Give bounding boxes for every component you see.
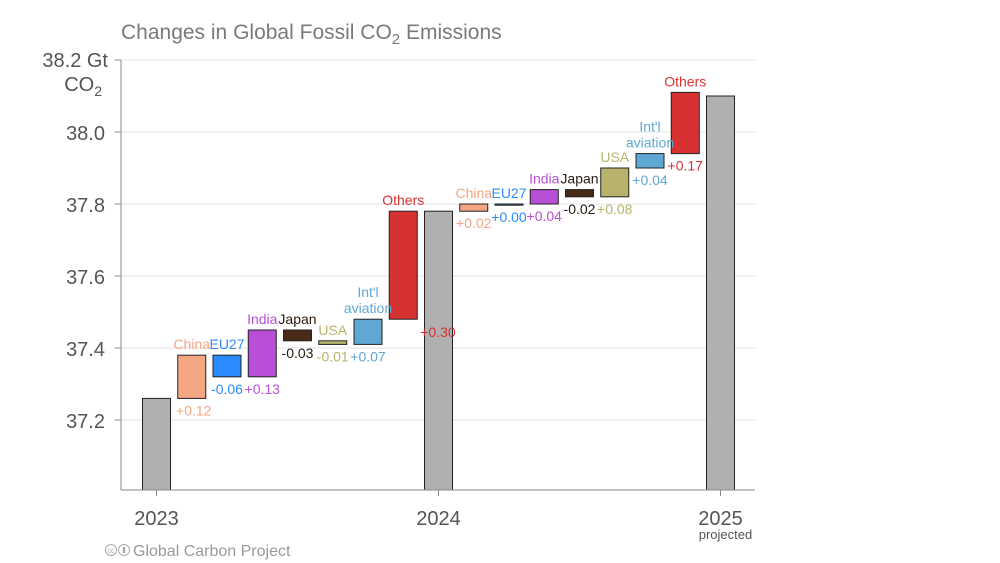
change-value-label: -0.06: [211, 381, 243, 397]
change-bar: [212, 354, 242, 378]
bar-labels: China+0.12EU27-0.06India+0.13Japan-0.03U…: [173, 73, 706, 418]
category-label: China: [455, 185, 492, 201]
y-tick-label: 37.2: [66, 411, 105, 433]
change-bar: [353, 318, 383, 345]
change-bar: [459, 203, 489, 212]
footer-credit: Global Carbon Project: [133, 543, 291, 560]
category-label: Others: [664, 73, 706, 89]
category-label: aviation: [626, 135, 674, 151]
x-tick-label: 2023: [134, 508, 179, 530]
category-label: Japan: [560, 171, 598, 187]
category-label: EU27: [209, 336, 244, 352]
y-unit-line1: 38.2 Gt: [42, 50, 108, 72]
change-bar: [670, 91, 700, 155]
change-value-label: -0.01: [317, 348, 349, 364]
change-bar: [494, 203, 524, 206]
category-label: Int'l: [357, 284, 378, 300]
x-tick-label: 2024: [416, 508, 461, 530]
footer: cc Global Carbon Project: [105, 543, 291, 560]
category-label: EU27: [491, 185, 526, 201]
y-tick-label: 37.8: [66, 195, 105, 217]
change-value-label: +0.30: [420, 324, 456, 340]
axes: 37.2 37.4 37.6 37.8 38.0 2023 2024 2025projecte…: [66, 59, 755, 542]
change-bar: [247, 329, 277, 378]
change-bar: [388, 210, 418, 320]
change-bar: [177, 354, 207, 399]
change-value-label: +0.17: [668, 158, 704, 174]
category-label: USA: [318, 322, 347, 338]
y-unit-line2: CO2: [64, 74, 102, 99]
change-bar: [283, 329, 312, 342]
chart-title: Changes in Global Fossil CO2 Emissions: [121, 21, 502, 48]
change-value-label: +0.02: [456, 215, 492, 231]
change-value-label: +0.04: [632, 172, 668, 188]
category-label: China: [173, 336, 210, 352]
bars: [142, 91, 735, 491]
category-label: Japan: [278, 311, 316, 327]
change-value-label: +0.08: [597, 201, 633, 217]
change-value-label: +0.04: [527, 208, 563, 224]
change-value-label: +0.13: [245, 381, 281, 397]
y-tick-label: 37.6: [66, 267, 105, 289]
x-tick-sublabel: projected: [699, 527, 752, 542]
total-bar-2024: [424, 210, 453, 491]
y-tick-label: 38.0: [66, 123, 105, 145]
change-value-label: -0.02: [564, 201, 596, 217]
category-label: aviation: [344, 300, 392, 316]
change-bar: [635, 153, 665, 169]
total-bar-2023: [142, 397, 171, 491]
change-value-label: +0.07: [350, 348, 386, 364]
change-bar: [565, 189, 594, 198]
attribution-icon: [118, 544, 130, 556]
change-value-label: -0.03: [282, 345, 314, 361]
category-label: India: [247, 311, 278, 327]
change-value-label: +0.00: [491, 209, 527, 225]
cc-license-text: cc: [108, 548, 116, 555]
total-bar-2025: [706, 95, 735, 491]
change-value-label: +0.12: [176, 402, 212, 418]
change-bar: [318, 340, 348, 345]
change-bar: [600, 167, 630, 198]
category-label: Int'l: [639, 119, 660, 135]
category-label: Others: [382, 192, 424, 208]
cc-license-icon: [105, 544, 117, 556]
y-tick-label: 37.4: [66, 339, 105, 361]
attribution-icon-figure: [122, 547, 126, 553]
category-label: India: [529, 171, 560, 187]
category-label: USA: [600, 149, 629, 165]
x-tick-label: 2025: [698, 508, 743, 530]
change-bar: [529, 189, 559, 205]
